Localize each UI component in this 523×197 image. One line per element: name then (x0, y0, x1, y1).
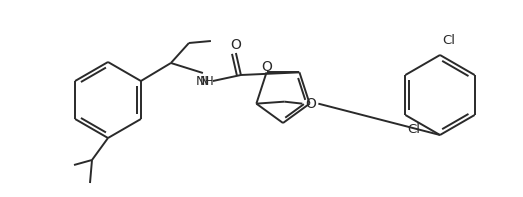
Text: O: O (261, 60, 272, 74)
Text: NH: NH (196, 74, 214, 87)
Text: Cl: Cl (407, 123, 420, 136)
Text: Cl: Cl (442, 34, 455, 47)
Text: N: N (200, 74, 210, 87)
Text: O: O (231, 38, 241, 52)
Text: O: O (305, 97, 316, 111)
